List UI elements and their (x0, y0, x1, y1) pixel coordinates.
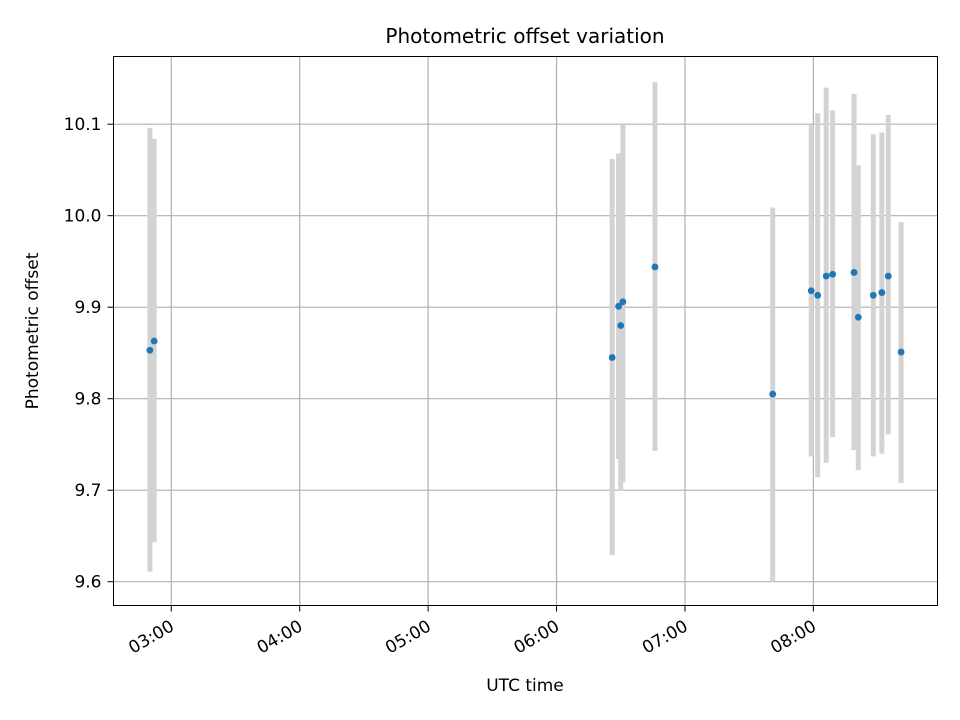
y-tick-label: 9.7 (74, 481, 101, 501)
data-point (850, 269, 858, 276)
data-point (814, 291, 822, 299)
data-point (878, 289, 886, 296)
data-point (651, 263, 659, 271)
data-point (869, 291, 877, 299)
data-point (829, 270, 837, 278)
plot-frame (113, 56, 938, 606)
data-point (146, 346, 154, 354)
data-point (150, 337, 158, 345)
data-point (854, 313, 862, 321)
chart-title: Photometric offset variation (385, 24, 664, 48)
data-point (608, 354, 616, 361)
data-point (769, 390, 777, 398)
grid (113, 56, 938, 606)
y-tick-label: 9.6 (74, 573, 101, 593)
y-tick-label: 10.0 (64, 207, 102, 227)
data-point (822, 272, 830, 280)
data-point (884, 272, 892, 280)
data-point (807, 287, 815, 295)
x-axis-label: UTC time (486, 676, 564, 696)
data-point (617, 322, 625, 329)
y-tick-label: 10.1 (64, 115, 102, 135)
y-axis-label: Photometric offset (23, 252, 43, 409)
data-point (619, 298, 627, 306)
y-tick-label: 9.9 (74, 298, 101, 318)
y-axis-ticks: 9.6 9.7 9.8 9.9 10.0 10.1 (64, 115, 114, 593)
data-point (615, 302, 623, 310)
data-points (146, 263, 905, 398)
y-tick-label: 9.8 (74, 390, 101, 410)
data-point (897, 348, 905, 356)
